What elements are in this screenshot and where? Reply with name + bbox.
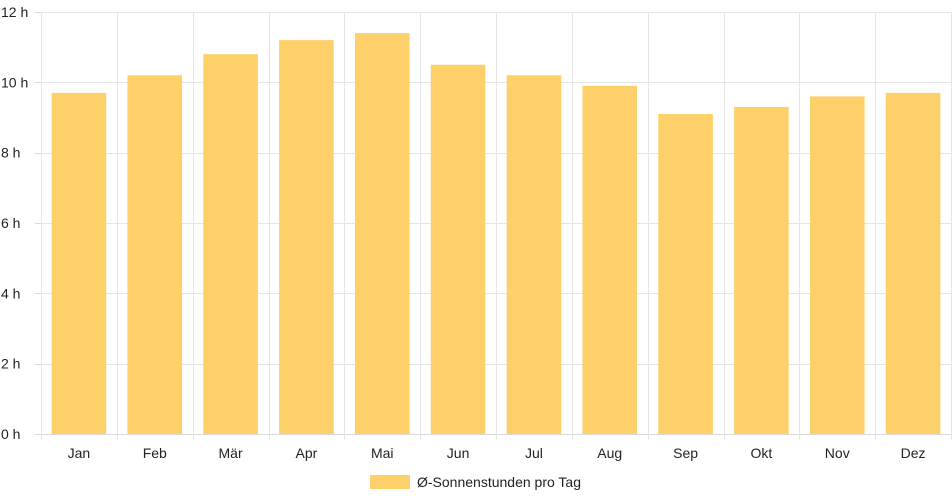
bar-jan[interactable] (51, 92, 107, 434)
x-tick-label: Jul (525, 445, 543, 461)
grid (41, 12, 952, 440)
x-tick-label: Dez (901, 445, 926, 461)
y-axis: 0 h 2 h 4 h 6 h 8 h 10 h 12 h (1, 4, 41, 442)
x-tick-label: Mär (219, 445, 243, 461)
bar-sep[interactable] (658, 113, 713, 434)
bar-nov[interactable] (809, 96, 865, 435)
bars (51, 33, 941, 435)
x-axis: Jan Feb Mär Apr Mai Jun Jul Aug Sep Okt Nov Dez (68, 445, 926, 461)
x-tick-label: Nov (825, 445, 850, 461)
bar-dez[interactable] (885, 92, 941, 434)
bar-feb[interactable] (127, 75, 183, 435)
y-tick-label: 4 h (1, 285, 20, 301)
y-tick-label: 0 h (1, 426, 20, 442)
x-tick-label: Jun (447, 445, 470, 461)
x-tick-label: Feb (143, 445, 167, 461)
bar-jun[interactable] (430, 64, 486, 434)
x-tick-label: Okt (751, 445, 773, 461)
x-tick-label: Mai (371, 445, 394, 461)
x-tick-label: Apr (296, 445, 318, 461)
x-tick-label: Sep (673, 445, 698, 461)
x-tick-label: Jan (68, 445, 91, 461)
y-tick-label: 2 h (1, 356, 20, 372)
bar-okt[interactable] (734, 106, 789, 434)
y-tick-label: 8 h (1, 145, 20, 161)
y-tick-label: 12 h (1, 4, 28, 20)
bar-aug[interactable] (582, 85, 638, 434)
legend-swatch[interactable] (370, 475, 410, 489)
bar-jul[interactable] (506, 75, 562, 435)
bar-mai[interactable] (354, 33, 410, 434)
bar-apr[interactable] (279, 40, 334, 435)
legend-label[interactable]: Ø-Sonnenstunden pro Tag (417, 474, 581, 490)
y-tick-label: 10 h (1, 74, 28, 90)
legend[interactable]: Ø-Sonnenstunden pro Tag (370, 474, 581, 490)
y-tick-label: 6 h (1, 215, 20, 231)
x-tick-label: Aug (597, 445, 622, 461)
bar-mär[interactable] (203, 54, 258, 434)
